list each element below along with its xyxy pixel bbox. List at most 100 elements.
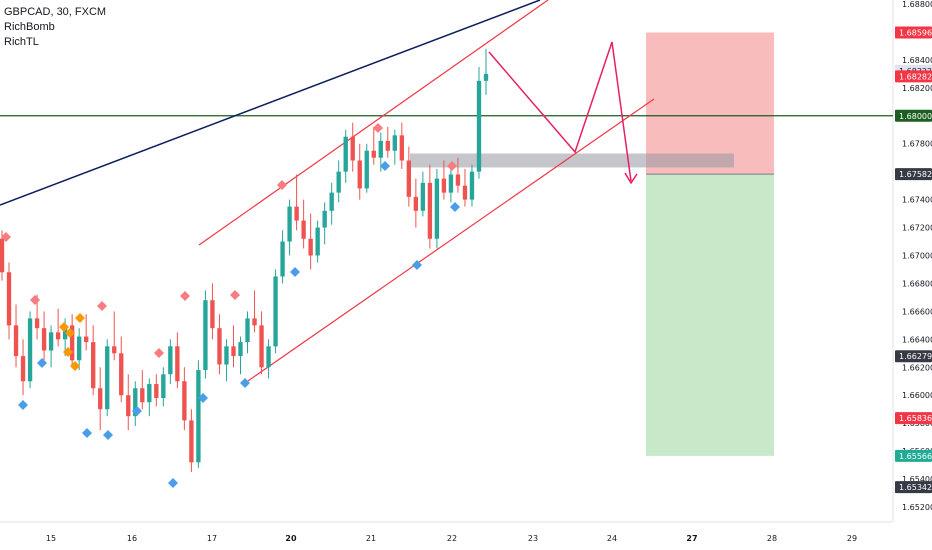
candle-body [69, 325, 75, 361]
long-short-position[interactable] [646, 32, 774, 456]
indicator-richtl[interactable]: RichTL [4, 36, 39, 48]
candle-body [280, 241, 285, 277]
candle-body [27, 318, 33, 382]
candle-body [41, 328, 47, 351]
candle-body [350, 136, 355, 161]
candle-body [119, 353, 124, 396]
candle-body [0, 238, 5, 273]
candle-body [308, 238, 313, 256]
time-tick-label: 24 [607, 534, 617, 543]
candle-body [231, 346, 236, 357]
time-tick-label: 17 [207, 534, 217, 543]
time-tick-label: 16 [127, 534, 137, 543]
time-tick-label: 29 [847, 534, 857, 543]
candle-body [133, 388, 138, 417]
candle-body [76, 336, 82, 361]
sell-signal-marker [180, 291, 190, 301]
candle-body [427, 182, 433, 239]
candle-body [420, 182, 426, 211]
channel-lower-line [244, 98, 655, 384]
time-axis[interactable]: 15 16 17 20 21 22 23 24 27 28 29 [46, 534, 857, 543]
sell-signal-marker [1, 232, 11, 242]
candle-body [469, 171, 475, 200]
time-tick-label: 15 [46, 534, 56, 543]
candle-body [189, 420, 194, 463]
candle-body [147, 384, 152, 403]
price-tick-label: 1.67000 [902, 252, 932, 261]
candlestick-series [0, 48, 489, 473]
candle-body [315, 227, 320, 256]
candle-body [6, 272, 12, 326]
price-projection-path[interactable] [488, 41, 638, 185]
price-badge [895, 168, 932, 181]
candle-body [224, 346, 229, 365]
buy-signal-marker [18, 400, 28, 410]
price-tick-label: 1.66400 [902, 335, 932, 344]
buy-signal-marker [290, 267, 300, 277]
orange-signal-marker [70, 361, 80, 371]
price-badge-label: 1.65836 [899, 414, 932, 423]
candle-body [441, 178, 447, 193]
buy-signal-marker [168, 478, 178, 488]
candle-body [455, 174, 461, 186]
sell-signal-marker [373, 123, 383, 133]
trend-lines[interactable] [0, 0, 893, 384]
orange-signal-marker [63, 347, 73, 357]
orange-signal-marker [65, 328, 75, 338]
candle-body [182, 381, 187, 421]
price-axis[interactable]: 1.652001.654001.656001.658001.660001.662… [895, 0, 932, 512]
richbomb-markers [1, 123, 460, 488]
price-tick-label: 1.66200 [902, 363, 932, 372]
price-tick-label: 1.68400 [902, 56, 932, 65]
candle-body [392, 135, 397, 151]
orange-signal-marker [59, 322, 69, 332]
buy-signal-marker [82, 428, 92, 438]
price-badge [895, 70, 932, 83]
time-tick-label: 22 [447, 534, 457, 543]
candle-body [301, 220, 306, 239]
major-trendline [0, 0, 541, 206]
price-badge-label: 1.68596 [899, 29, 932, 38]
candle-body [462, 185, 468, 200]
indicator-richbomb[interactable]: RichBomb [4, 21, 55, 33]
candle-body [245, 318, 250, 343]
price-badge-label: 1.68282 [899, 72, 932, 81]
candle-body [13, 325, 19, 357]
buy-signal-marker [450, 202, 460, 212]
candle-body [55, 332, 61, 340]
buy-signal-marker [240, 378, 250, 388]
channel-upper-line [198, 0, 549, 246]
candle-body [217, 328, 222, 365]
price-tick-label: 1.67400 [902, 196, 932, 205]
candle-body [336, 171, 341, 193]
candle-body [343, 136, 348, 172]
candle-body [98, 388, 103, 410]
symbol-title[interactable]: GBPCAD, 30, FXCM [4, 6, 107, 18]
sell-signal-marker [277, 180, 287, 190]
candle-body [294, 206, 299, 221]
supply-zone-box[interactable] [410, 153, 734, 168]
candle-body [34, 318, 40, 329]
candle-body [140, 388, 145, 403]
price-badge-label: 1.65342 [899, 483, 932, 492]
time-tick-label: 27 [686, 534, 697, 543]
time-tick-label: 23 [528, 534, 538, 543]
buy-signal-marker [132, 406, 142, 416]
price-badge [895, 481, 932, 494]
buy-signal-marker [380, 161, 390, 171]
price-badge [895, 26, 932, 39]
candle-body [161, 374, 166, 399]
sell-signal-marker [30, 295, 40, 305]
buy-signal-marker [103, 430, 113, 440]
candle-body [266, 346, 271, 368]
price-tick-label: 1.67800 [902, 140, 932, 149]
candle-body [83, 336, 89, 343]
candle-body [112, 346, 117, 354]
candle-body [91, 342, 96, 389]
candle-body [399, 135, 405, 161]
candle-body [154, 384, 159, 399]
candle-body [62, 325, 68, 340]
